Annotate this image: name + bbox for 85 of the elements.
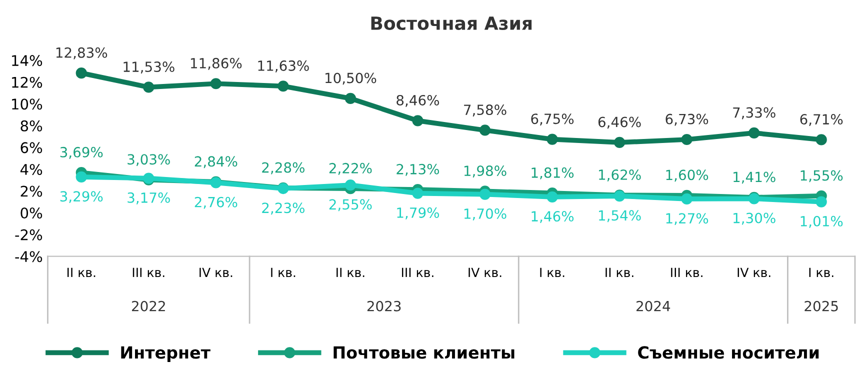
- y-tick-label: 8%: [20, 120, 42, 132]
- data-label: 7,58%: [464, 104, 506, 116]
- data-label: 10,50%: [326, 72, 376, 85]
- point: [344, 92, 356, 104]
- y-tick-label: 10%: [12, 98, 42, 110]
- data-label: 3,17%: [128, 192, 170, 204]
- point: [614, 136, 626, 148]
- data-label: 1,41%: [734, 172, 776, 184]
- y-tick-label: 14%: [12, 55, 42, 66]
- point: [546, 191, 558, 202]
- chart-title: Восточная Азия: [371, 16, 532, 30]
- data-label: 6,73%: [666, 114, 708, 126]
- x-tick-label: III кв.: [132, 268, 164, 277]
- data-label: 2,23%: [262, 202, 304, 215]
- point: [344, 179, 356, 191]
- y-tick-label: -2%: [15, 229, 42, 240]
- data-label: 6,46%: [598, 116, 641, 129]
- data-label: 2,55%: [329, 199, 372, 212]
- data-label: 1,62%: [599, 169, 641, 182]
- y-tick-label: 0%: [20, 208, 42, 219]
- point: [143, 82, 154, 93]
- point: [76, 171, 87, 183]
- y-tick-label: 12%: [12, 76, 42, 88]
- data-label: 1,55%: [800, 170, 843, 182]
- point: [546, 134, 558, 145]
- point: [681, 134, 692, 146]
- point: [479, 188, 491, 200]
- x-tick-label: II кв.: [336, 268, 364, 277]
- x-tick-label: IV кв.: [738, 268, 770, 277]
- data-label: 2,76%: [194, 196, 238, 209]
- y-tick-label: 6%: [20, 142, 42, 154]
- data-label: 6,75%: [531, 114, 574, 126]
- point: [681, 193, 692, 205]
- x-tick-label: III кв.: [402, 268, 434, 277]
- point: [412, 115, 424, 126]
- text: 2024: [636, 300, 670, 312]
- legend-label: Почтовые клиенты: [334, 346, 514, 359]
- data-label: 11,53%: [124, 62, 174, 74]
- point: [748, 127, 760, 139]
- point: [278, 80, 289, 92]
- data-label: 3,29%: [60, 191, 103, 204]
- data-label: 11,63%: [258, 60, 309, 72]
- data-label: 3,69%: [60, 146, 103, 159]
- data-label: 12,83%: [56, 47, 108, 60]
- data-label: 2,84%: [194, 156, 238, 168]
- x-tick-label: IV кв.: [468, 268, 502, 277]
- x-tick-label: I кв.: [540, 268, 564, 277]
- data-label: 2,13%: [396, 164, 440, 176]
- data-label: 2,22%: [329, 162, 372, 175]
- point: [816, 134, 827, 146]
- data-label: 7,33%: [733, 107, 776, 120]
- point: [210, 78, 222, 90]
- text: 2023: [367, 300, 401, 312]
- x-tick-label: I кв.: [271, 268, 296, 277]
- x-tick-label: I кв.: [809, 268, 834, 277]
- point: [412, 188, 424, 199]
- data-label: 6,71%: [800, 114, 843, 126]
- point: [479, 124, 491, 136]
- data-label: 1,01%: [800, 216, 843, 228]
- data-label: 1,46%: [532, 211, 574, 223]
- data-label: 11,86%: [190, 58, 242, 70]
- x-tick-label: IV кв.: [200, 268, 232, 277]
- point: [816, 196, 827, 208]
- data-label: 1,81%: [532, 167, 574, 180]
- text: 2022: [132, 300, 165, 312]
- y-tick-label: 2%: [20, 186, 42, 197]
- x-tick-label: III кв.: [671, 268, 702, 277]
- legend-label: Съемные носители: [638, 346, 819, 359]
- data-label: 1,60%: [666, 170, 708, 182]
- data-label: 1,70%: [464, 208, 506, 220]
- x-tick-label: II кв.: [67, 268, 96, 277]
- point: [76, 68, 87, 79]
- data-label: 1,30%: [734, 212, 776, 225]
- y-tick-label: -4%: [15, 251, 42, 262]
- x-tick-label: II кв.: [606, 268, 634, 277]
- data-label: 1,79%: [397, 207, 440, 220]
- data-label: 8,46%: [396, 94, 440, 107]
- data-label: 3,03%: [128, 154, 170, 166]
- data-label: 1,98%: [464, 166, 506, 178]
- data-label: 1,27%: [666, 213, 708, 226]
- legend-label: Интернет: [121, 346, 210, 362]
- data-label: 2,28%: [262, 162, 304, 174]
- text: 2025: [804, 300, 838, 312]
- data-label: 1,54%: [599, 210, 641, 222]
- y-tick-label: 4%: [20, 164, 42, 175]
